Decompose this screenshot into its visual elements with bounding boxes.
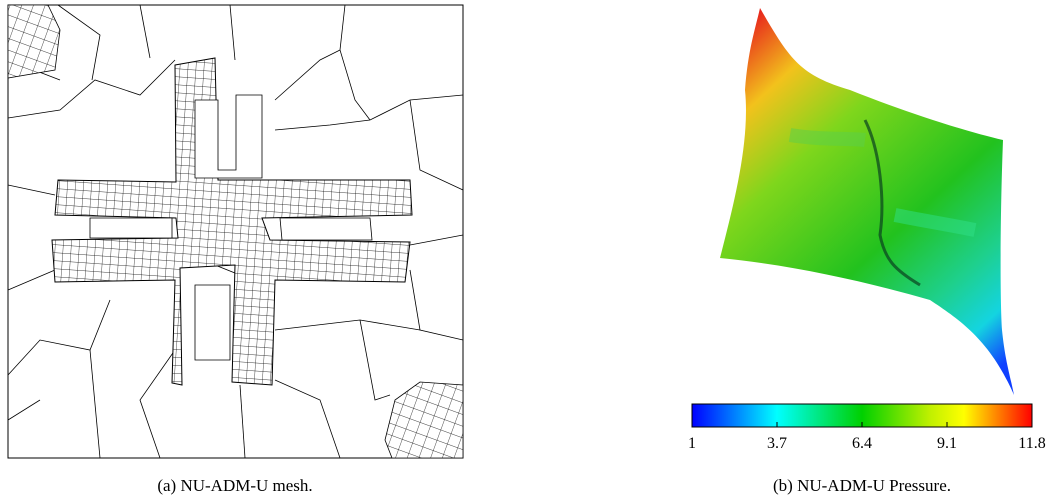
pressure-panel: (b) NU-ADM-U Pressure. xyxy=(692,8,1032,495)
cross-hole xyxy=(280,218,372,240)
colorbar-tick-label: 11.8 xyxy=(1018,435,1045,452)
mesh-panel: (a) NU-ADM-U mesh. xyxy=(8,5,463,495)
colorbar-tick-label: 1 xyxy=(688,435,696,452)
surface-highlight xyxy=(790,135,865,140)
caption: (a) NU-ADM-U mesh. xyxy=(157,476,312,495)
colorbar-tick-label: 9.1 xyxy=(937,435,957,452)
figure: (a) NU-ADM-U mesh. (b) NU-ADM-U Pressure… xyxy=(0,0,1054,504)
cross-hole xyxy=(195,285,230,360)
corner-mesh xyxy=(8,5,60,78)
colorbar-tick-label: 3.7 xyxy=(767,435,787,452)
caption: (b) NU-ADM-U Pressure. xyxy=(773,476,951,495)
pressure-surface xyxy=(720,8,1014,395)
colorbar-tick-label: 6.4 xyxy=(852,435,872,452)
cross-hole xyxy=(90,218,172,238)
